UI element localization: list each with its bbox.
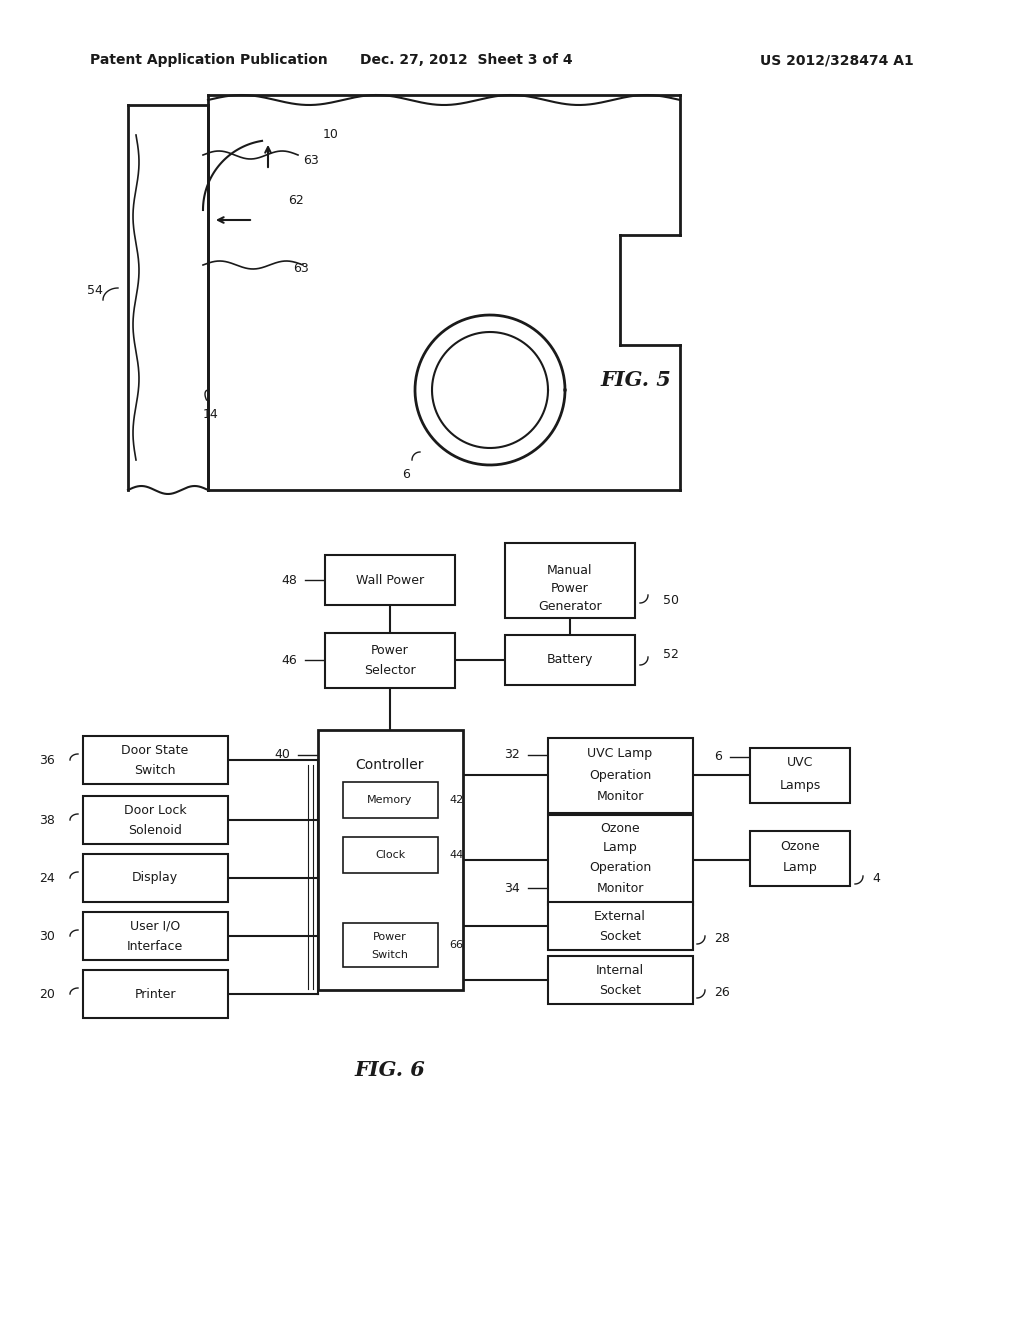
Text: Memory: Memory (368, 795, 413, 805)
Bar (83, 796, 228, 843)
Text: 38: 38 (39, 813, 55, 826)
Text: Interface: Interface (127, 940, 183, 953)
Text: Solenoid: Solenoid (128, 824, 182, 837)
Text: Door State: Door State (122, 743, 188, 756)
Text: Switch: Switch (372, 950, 409, 960)
Text: FIG. 6: FIG. 6 (354, 1060, 425, 1080)
Text: Lamps: Lamps (779, 779, 820, 792)
Text: 44: 44 (449, 850, 463, 861)
Text: Lamp: Lamp (603, 842, 637, 854)
Text: 66: 66 (449, 940, 463, 950)
Bar (548, 738, 693, 813)
Text: Operation: Operation (589, 768, 651, 781)
Text: Manual: Manual (547, 564, 593, 577)
Bar (343, 837, 438, 873)
Text: Power: Power (373, 932, 407, 942)
Text: 46: 46 (282, 653, 297, 667)
Text: 40: 40 (274, 748, 290, 762)
Text: Operation: Operation (589, 862, 651, 874)
Bar (750, 832, 850, 886)
Text: 54: 54 (87, 284, 103, 297)
Text: 10: 10 (323, 128, 339, 141)
Text: 52: 52 (663, 648, 679, 661)
Text: Wall Power: Wall Power (356, 573, 424, 586)
Text: Printer: Printer (134, 987, 176, 1001)
Text: 24: 24 (39, 871, 55, 884)
Text: Patent Application Publication: Patent Application Publication (90, 53, 328, 67)
Text: Power: Power (371, 644, 409, 656)
Text: External: External (594, 909, 646, 923)
Bar (750, 748, 850, 803)
Text: 6: 6 (714, 751, 722, 763)
Text: 63: 63 (303, 153, 318, 166)
Bar (548, 902, 693, 950)
Text: Dec. 27, 2012  Sheet 3 of 4: Dec. 27, 2012 Sheet 3 of 4 (360, 53, 572, 67)
Text: Generator: Generator (539, 599, 602, 612)
Text: 14: 14 (203, 408, 219, 421)
Text: 42: 42 (449, 795, 463, 805)
Text: User I/O: User I/O (130, 920, 180, 932)
Text: US 2012/328474 A1: US 2012/328474 A1 (760, 53, 913, 67)
Text: 4: 4 (872, 871, 880, 884)
Bar (548, 956, 693, 1005)
Bar (343, 781, 438, 818)
Text: UVC Lamp: UVC Lamp (588, 747, 652, 759)
Text: 32: 32 (504, 748, 520, 762)
Text: 36: 36 (39, 754, 55, 767)
Text: Controller: Controller (355, 758, 424, 772)
Text: 6: 6 (402, 469, 410, 482)
Text: Power: Power (551, 582, 589, 594)
Text: Monitor: Monitor (596, 791, 644, 804)
Bar (83, 970, 228, 1018)
Bar (83, 854, 228, 902)
Bar (318, 730, 463, 990)
Text: Door Lock: Door Lock (124, 804, 186, 817)
Bar (505, 543, 635, 618)
Bar (83, 912, 228, 960)
Text: Display: Display (132, 871, 178, 884)
Text: Ozone: Ozone (780, 840, 820, 853)
Bar (343, 923, 438, 968)
Text: 48: 48 (282, 573, 297, 586)
Bar (83, 737, 228, 784)
Text: 28: 28 (714, 932, 730, 945)
Bar (325, 554, 455, 605)
Text: Selector: Selector (365, 664, 416, 676)
Text: FIG. 5: FIG. 5 (600, 370, 671, 389)
Bar (548, 814, 693, 906)
Text: 63: 63 (293, 261, 309, 275)
Text: UVC: UVC (786, 756, 813, 770)
Text: Battery: Battery (547, 653, 593, 667)
Text: Socket: Socket (599, 929, 641, 942)
Text: Clock: Clock (375, 850, 406, 861)
Text: 34: 34 (504, 882, 520, 895)
Bar (505, 635, 635, 685)
Text: Switch: Switch (134, 763, 176, 776)
Text: Socket: Socket (599, 983, 641, 997)
Text: Ozone: Ozone (600, 821, 640, 834)
Text: 20: 20 (39, 987, 55, 1001)
Text: Monitor: Monitor (596, 882, 644, 895)
Text: Internal: Internal (596, 964, 644, 977)
Text: 30: 30 (39, 929, 55, 942)
Text: 50: 50 (663, 594, 679, 606)
Text: 62: 62 (288, 194, 304, 206)
Text: 26: 26 (714, 986, 730, 998)
Text: Lamp: Lamp (782, 862, 817, 874)
Bar (325, 634, 455, 688)
